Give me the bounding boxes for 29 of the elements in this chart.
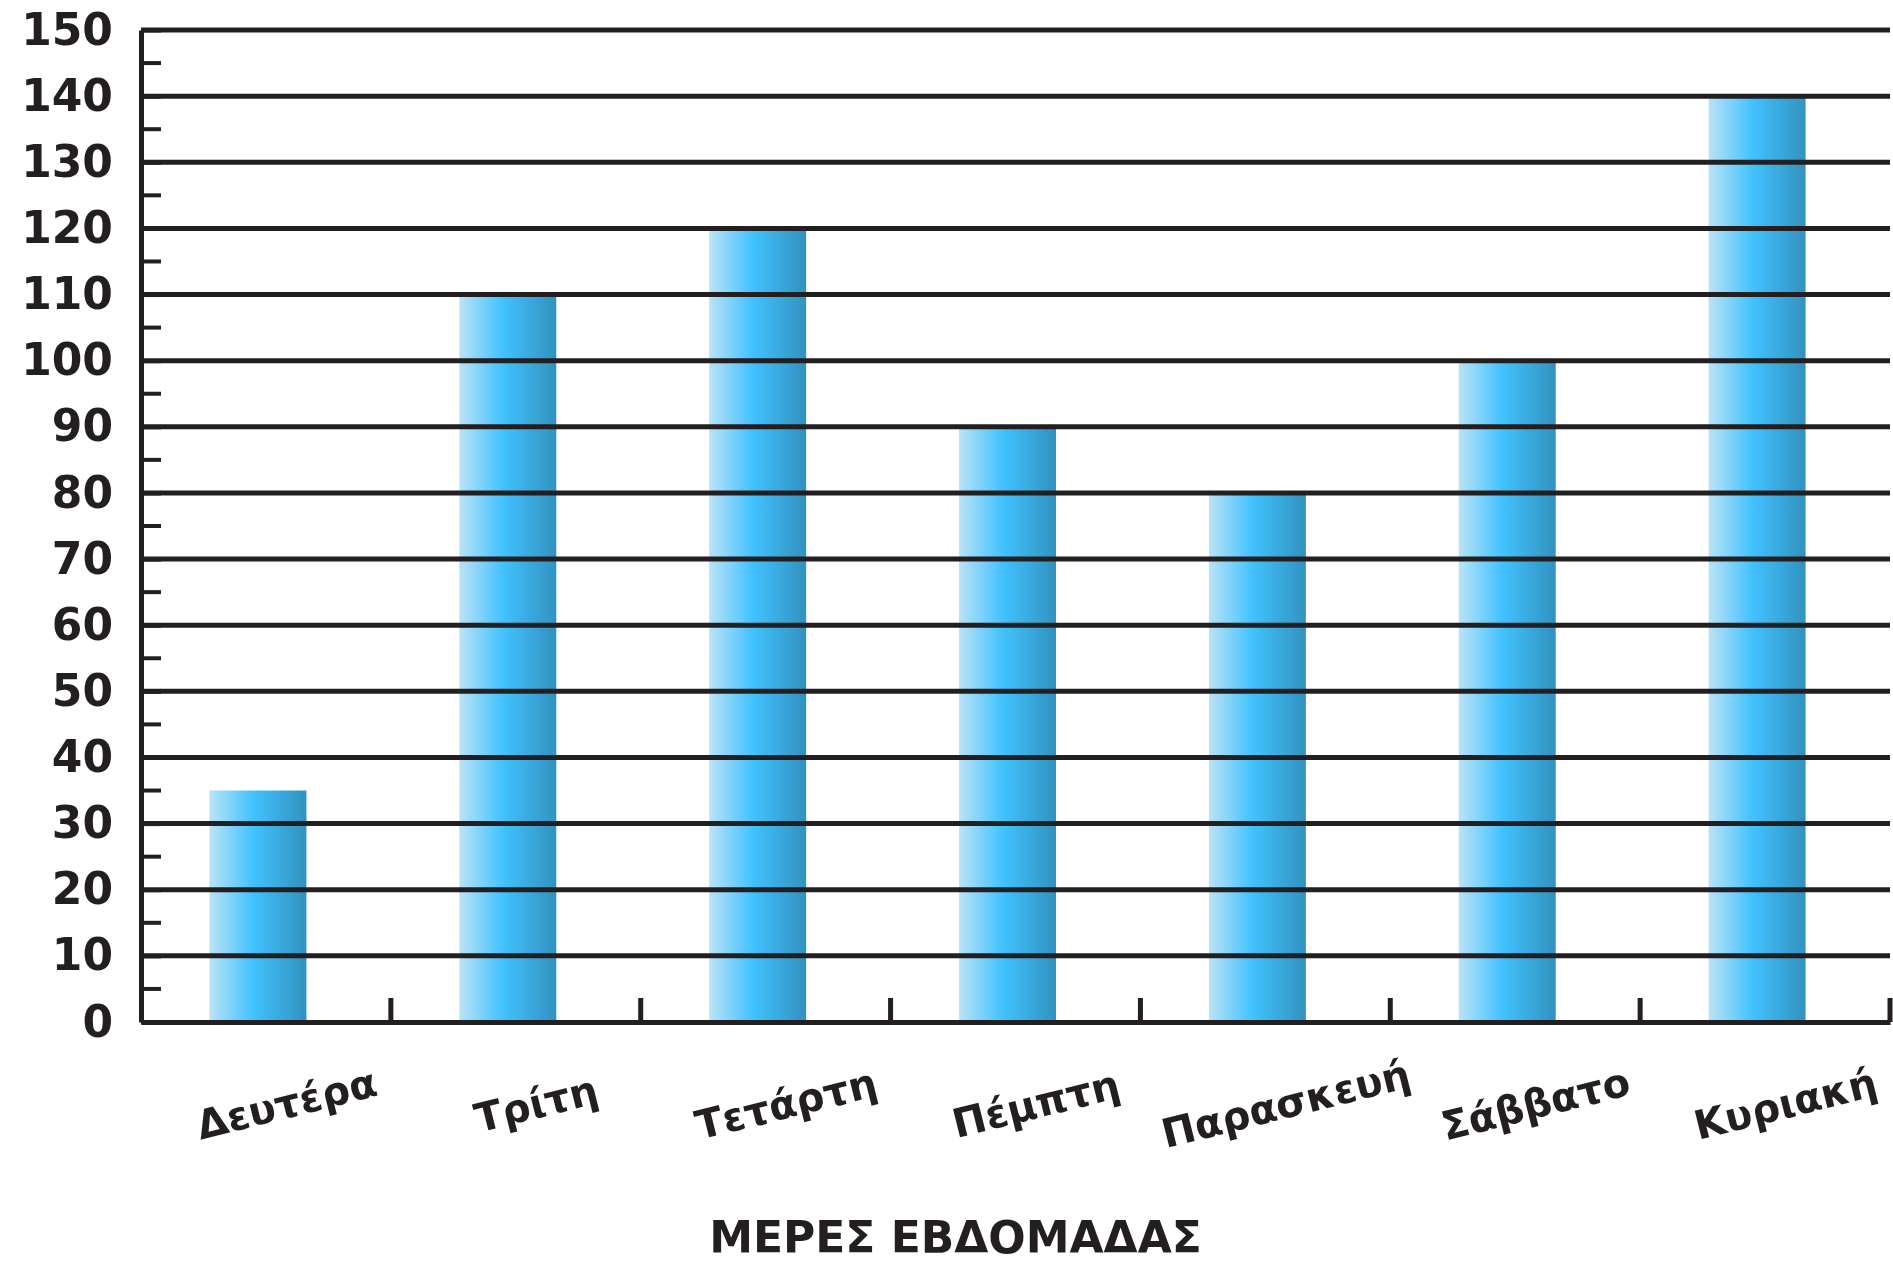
y-tick-label: 50 <box>51 664 113 716</box>
x-tick-label: Πέμπτη <box>947 1060 1125 1147</box>
y-tick-label: 20 <box>51 863 113 915</box>
y-tick-label: 150 <box>21 3 113 55</box>
bar <box>709 228 807 1022</box>
y-tick-label: 90 <box>51 400 113 452</box>
y-tick-label: 30 <box>51 797 113 849</box>
y-tick-label: 70 <box>51 532 113 584</box>
y-tick-label: 0 <box>82 995 113 1047</box>
x-tick-label: Δευτέρα <box>191 1059 382 1149</box>
bar <box>209 790 307 1022</box>
x-tick-label: Τρίτη <box>469 1066 603 1142</box>
y-tick-label: 80 <box>51 466 113 518</box>
bar <box>959 426 1056 1022</box>
y-tick-label: 130 <box>21 135 113 187</box>
bar <box>1208 492 1306 1022</box>
x-axis-title: ΜΕΡΕΣ ΕΒΔΟΜΑΔΑΣ <box>709 1212 1202 1263</box>
x-tick-label: Τετάρτη <box>690 1059 882 1149</box>
x-tick-label: Σάββατο <box>1436 1058 1635 1150</box>
y-tick-label: 40 <box>51 731 113 783</box>
y-tick-label: 140 <box>21 69 113 121</box>
y-tick-label: 110 <box>21 268 113 320</box>
bar <box>1458 360 1556 1022</box>
y-tick-label: 100 <box>21 334 113 386</box>
y-tick-label: 120 <box>21 201 113 253</box>
y-tick-label: 10 <box>51 929 113 981</box>
bar <box>459 294 557 1022</box>
y-tick-label: 60 <box>51 598 113 650</box>
bar <box>1708 96 1806 1022</box>
